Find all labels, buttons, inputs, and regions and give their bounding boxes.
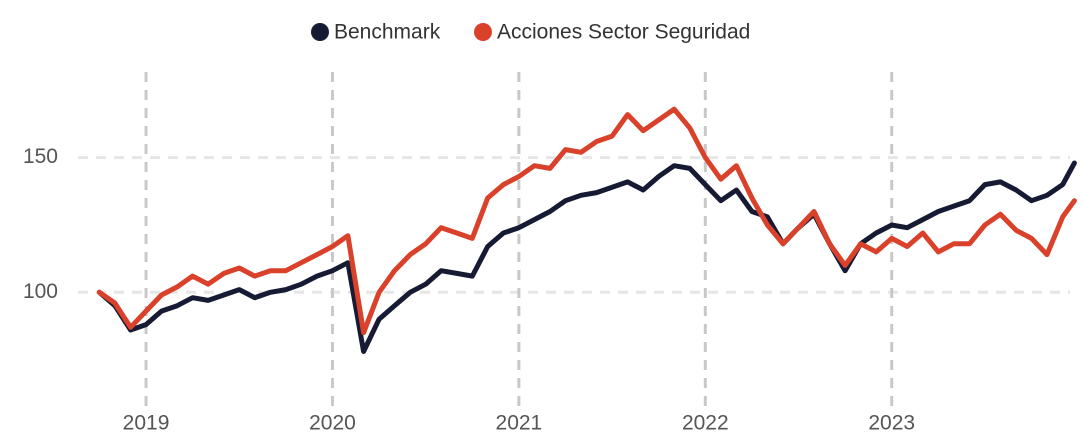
y-tick-label: 150 <box>23 145 58 168</box>
legend: Benchmark Acciones Sector Seguridad <box>311 21 750 44</box>
legend-swatch <box>474 23 492 41</box>
legend-label: Acciones Sector Seguridad <box>497 21 750 44</box>
y-tick-label: 100 <box>23 280 58 303</box>
x-tick-label: 2022 <box>682 412 729 434</box>
x-tick-label: 2023 <box>868 412 915 434</box>
legend-swatch <box>311 23 329 41</box>
x-tick-label: 2019 <box>123 412 170 434</box>
legend-label: Benchmark <box>334 21 441 44</box>
series-line <box>96 106 1077 336</box>
series-line <box>96 160 1077 354</box>
x-tick-label: 2020 <box>309 412 356 434</box>
x-tick-label: 2021 <box>496 412 543 434</box>
